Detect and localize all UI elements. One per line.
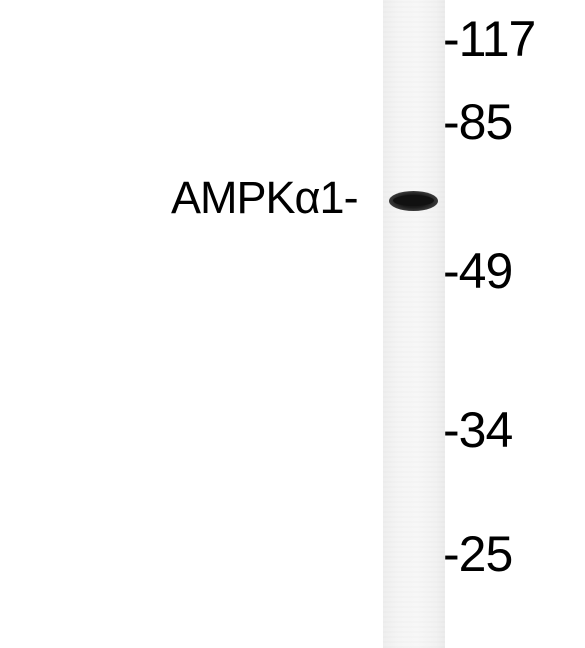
marker-label-85: -85 [443, 94, 513, 150]
lane-texture [383, 0, 445, 648]
marker-label-117: -117 [443, 11, 536, 67]
marker-label-34: -34 [443, 402, 513, 458]
protein-band-core [393, 195, 434, 206]
marker-label-25: -25 [443, 526, 513, 582]
band-label: AMPKα1- [171, 172, 359, 223]
blot-lane [383, 0, 445, 648]
marker-label-49: -49 [443, 243, 513, 299]
